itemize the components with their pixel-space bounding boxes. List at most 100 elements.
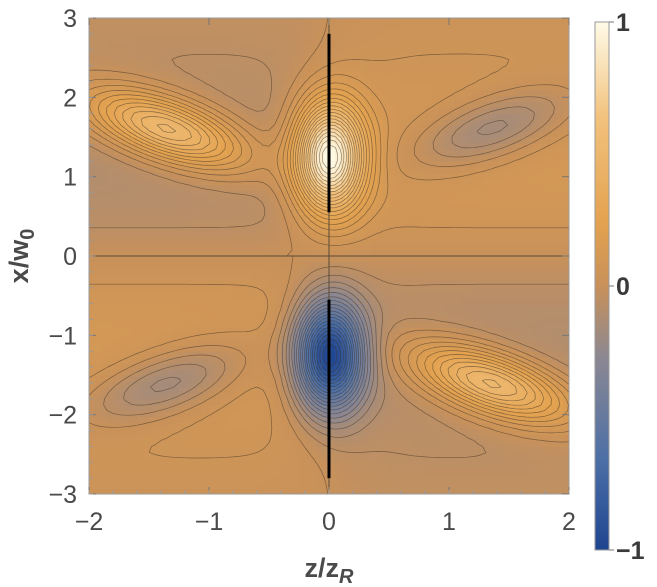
heatmap-cell: [551, 386, 558, 394]
heatmap-cell: [347, 291, 354, 299]
heatmap-cell: [533, 315, 540, 323]
heatmap-cell: [227, 214, 234, 221]
heatmap-cell: [257, 297, 264, 305]
heatmap-cell: [473, 339, 480, 346]
heatmap-cell: [287, 214, 294, 221]
heatmap-cell: [431, 321, 438, 328]
heatmap-cell: [437, 410, 444, 418]
heatmap-cell: [431, 303, 438, 311]
heatmap-cell: [407, 404, 414, 412]
heatmap-cell: [323, 137, 330, 144]
heatmap-cell: [323, 446, 330, 453]
heatmap-cell: [299, 470, 306, 477]
heatmap-cell: [101, 392, 108, 400]
heatmap-cell: [533, 184, 540, 192]
heatmap-cell: [443, 256, 450, 263]
heatmap-cell: [203, 303, 210, 311]
heatmap-cell: [455, 333, 462, 340]
heatmap-cell: [563, 440, 569, 447]
heatmap-cell: [383, 131, 390, 138]
heatmap-cell: [533, 178, 540, 186]
heatmap-cell: [167, 160, 174, 168]
heatmap-cell: [443, 137, 450, 144]
heatmap-cell: [281, 196, 288, 204]
heatmap-cell: [107, 315, 114, 323]
heatmap-cell: [143, 309, 150, 317]
heatmap-cell: [431, 357, 438, 364]
heatmap-cell: [527, 321, 534, 328]
heatmap-cell: [251, 303, 258, 311]
heatmap-cell: [491, 345, 498, 352]
heatmap-cell: [137, 154, 144, 162]
heatmap-cell: [413, 351, 420, 358]
heatmap-cell: [179, 488, 186, 494]
heatmap-cell: [395, 327, 402, 334]
heatmap-cell: [329, 160, 336, 168]
heatmap-cell: [227, 392, 234, 400]
heatmap-cell: [467, 154, 474, 162]
heatmap-cell: [263, 160, 270, 168]
heatmap-cell: [503, 482, 510, 489]
heatmap-cell: [527, 148, 534, 156]
heatmap-cell: [203, 226, 210, 233]
heatmap-cell: [245, 142, 252, 150]
heatmap-cell: [287, 238, 294, 245]
heatmap-cell: [209, 351, 216, 358]
heatmap-cell: [491, 446, 498, 453]
heatmap-cell: [287, 321, 294, 328]
heatmap-cell: [161, 345, 168, 352]
heatmap-cell: [359, 190, 366, 198]
heatmap-cell: [473, 142, 480, 150]
heatmap-cell: [203, 375, 210, 382]
heatmap-cell: [419, 458, 426, 465]
heatmap-cell: [461, 327, 468, 334]
heatmap-cell: [461, 398, 468, 406]
heatmap-cell: [173, 476, 180, 483]
heatmap-cell: [437, 125, 444, 132]
heatmap-cell: [287, 482, 294, 489]
heatmap-cell: [377, 137, 384, 144]
heatmap-cell: [143, 392, 150, 400]
heatmap-cell: [479, 345, 486, 352]
heatmap-cell: [383, 458, 390, 465]
heatmap-cell: [479, 446, 486, 453]
heatmap-cell: [401, 267, 408, 275]
heatmap-cell: [491, 256, 498, 263]
heatmap-cell: [557, 261, 564, 269]
heatmap-cell: [113, 380, 120, 388]
heatmap-cell: [185, 297, 192, 305]
heatmap-cell: [359, 244, 366, 251]
heatmap-cell: [365, 446, 372, 453]
heatmap-cell: [551, 208, 558, 215]
heatmap-cell: [305, 154, 312, 162]
heatmap-cell: [239, 392, 246, 400]
heatmap-cell: [161, 196, 168, 204]
heatmap-cell: [281, 172, 288, 180]
heatmap-cell: [443, 404, 450, 412]
heatmap-cell: [155, 345, 162, 352]
heatmap-cell: [107, 369, 114, 376]
heatmap-cell: [89, 119, 96, 126]
heatmap-cell: [299, 488, 306, 494]
heatmap-cell: [113, 440, 120, 447]
heatmap-cell: [521, 202, 528, 209]
heatmap-cell: [167, 327, 174, 334]
heatmap-cell: [89, 428, 96, 436]
heatmap-cell: [107, 256, 114, 263]
heatmap-cell: [239, 273, 246, 281]
heatmap-cell: [293, 226, 300, 233]
heatmap-cell: [419, 250, 426, 257]
heatmap-cell: [275, 321, 282, 328]
heatmap-cell: [95, 196, 102, 204]
heatmap-cell: [389, 470, 396, 477]
heatmap-cell: [305, 250, 312, 257]
heatmap-cell: [263, 476, 270, 483]
heatmap-cell: [233, 428, 240, 436]
heatmap-cell: [311, 202, 318, 209]
heatmap-cell: [425, 398, 432, 406]
heatmap-cell: [305, 208, 312, 215]
heatmap-cell: [137, 208, 144, 215]
heatmap-cell: [137, 321, 144, 328]
heatmap-cell: [191, 137, 198, 144]
heatmap-cell: [299, 476, 306, 483]
